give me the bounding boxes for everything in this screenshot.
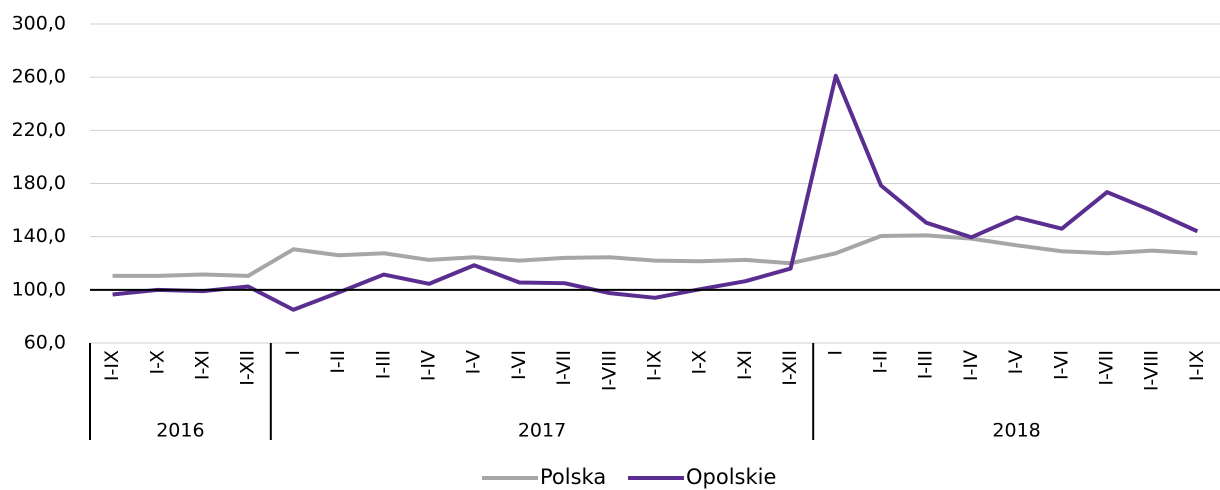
legend-label: Polska — [540, 465, 606, 489]
y-tick-label: 300,0 — [12, 13, 66, 35]
series-line — [112, 233, 1198, 278]
x-tick-label: I-V — [1005, 350, 1027, 374]
y-tick-label: 260,0 — [12, 66, 66, 88]
x-tick-label: I-XII — [237, 350, 259, 386]
x-tick-label: I-X — [146, 350, 168, 375]
x-tick-label: I-VI — [508, 350, 530, 380]
x-tick-label: I-V — [463, 350, 485, 374]
x-tick-label: I-VII — [1096, 350, 1118, 386]
x-tick-label: I-II — [327, 350, 349, 374]
x-tick-label: I-IX — [1186, 350, 1208, 381]
x-tick-label: I — [824, 350, 846, 356]
y-tick-label: 100,0 — [12, 278, 66, 300]
x-tick-label: I-II — [870, 350, 892, 374]
x-tick-label: I-VII — [553, 350, 575, 386]
x-tick-label: I-III — [372, 350, 394, 379]
group-label: 2018 — [992, 420, 1040, 442]
x-tick-label: I-VIII — [598, 350, 620, 391]
legend-label: Opolskie — [686, 465, 776, 489]
x-tick-label: I-IX — [101, 350, 123, 381]
x-tick-label: I-XII — [779, 350, 801, 386]
x-tick-label: I-IV — [960, 350, 982, 381]
x-tick-label: I-VI — [1050, 350, 1072, 380]
x-tick-label: I — [282, 350, 304, 356]
group-label: 2016 — [156, 420, 204, 442]
x-tick-label: I-VIII — [1141, 350, 1163, 391]
x-tick-label: I-XI — [734, 350, 756, 380]
y-tick-label: 220,0 — [12, 119, 66, 141]
x-tick-label: I-III — [915, 350, 937, 379]
y-tick-label: 180,0 — [12, 172, 66, 194]
x-tick-label: I-X — [689, 350, 711, 375]
x-tick-label: I-XI — [192, 350, 214, 380]
y-tick-label: 60,0 — [24, 332, 66, 354]
y-tick-label: 140,0 — [12, 225, 66, 247]
series-line — [112, 73, 1199, 312]
x-tick-label: I-IV — [418, 350, 440, 381]
group-label: 2017 — [518, 420, 566, 442]
x-tick-label: I-IX — [644, 350, 666, 381]
